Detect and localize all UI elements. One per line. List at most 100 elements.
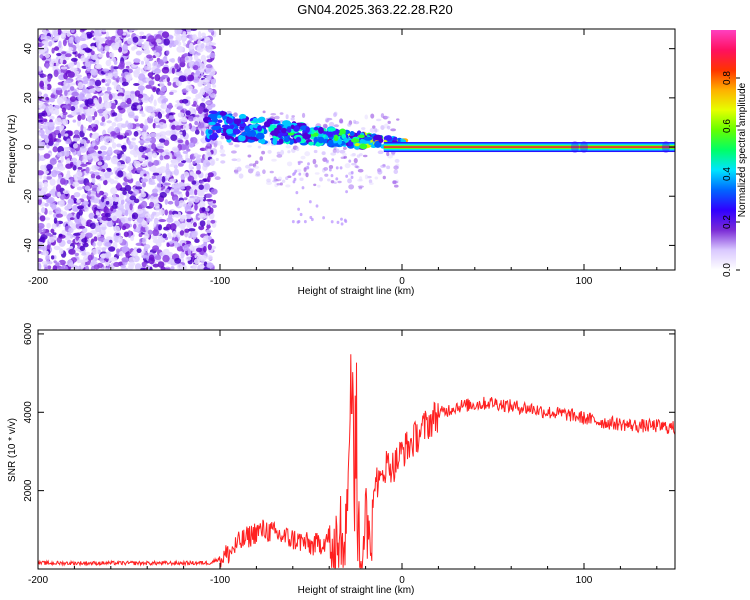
noise-cell <box>145 138 152 142</box>
noise-cell <box>93 111 98 118</box>
noise-cell <box>154 117 160 122</box>
scatter-cell <box>285 114 289 120</box>
scatter-cell <box>262 110 266 114</box>
scatter-cell <box>233 112 238 117</box>
signal-cell <box>271 120 280 124</box>
noise-cell <box>207 255 213 261</box>
noise-cell <box>46 261 53 265</box>
noise-cell <box>50 228 55 234</box>
noise-cell <box>87 199 91 208</box>
scatter-cell <box>313 183 317 187</box>
y-tick-label: 4000 <box>23 401 34 424</box>
stray-cell <box>322 216 326 220</box>
noise-cell <box>51 47 55 54</box>
noise-cell <box>92 242 96 247</box>
noise-cell <box>185 29 192 32</box>
noise-cell <box>53 30 58 37</box>
x-tick-label: -200 <box>28 575 48 586</box>
x-tick-label: -100 <box>210 276 230 287</box>
noise-cell <box>75 171 83 178</box>
noise-cell <box>182 129 187 137</box>
noise-cell <box>78 49 86 55</box>
noise-cell <box>105 36 112 40</box>
scatter-cell <box>386 165 391 170</box>
noise-cell <box>203 183 211 191</box>
scatter-cell <box>377 169 383 175</box>
noise-cell <box>161 67 170 74</box>
noise-cell <box>98 96 102 104</box>
noise-cell <box>152 172 160 176</box>
noise-cell <box>111 112 118 117</box>
noise-cell <box>108 93 113 101</box>
noise-cell <box>52 232 57 236</box>
noise-cell <box>57 174 63 179</box>
noise-cell <box>176 45 184 53</box>
noise-cell <box>106 219 114 228</box>
signal-cell <box>241 118 247 122</box>
noise-cell <box>188 115 195 122</box>
noise-cell <box>168 115 175 120</box>
noise-cell <box>127 37 134 45</box>
scatter-cell <box>382 163 386 167</box>
noise-cell <box>205 193 213 199</box>
noise-cell <box>53 46 60 51</box>
noise-cell <box>148 80 155 86</box>
noise-cell <box>185 96 192 100</box>
noise-cell <box>38 196 42 200</box>
noise-cell <box>188 49 195 55</box>
noise-cell <box>38 140 43 148</box>
scatter-cell <box>369 182 374 186</box>
noise-cell <box>93 236 98 242</box>
noise-cell <box>123 231 129 238</box>
noise-cell <box>70 177 74 185</box>
noise-cell <box>79 38 86 42</box>
noise-cell <box>64 133 69 137</box>
snr-y-label: SNR (10 * v/v) <box>7 418 18 482</box>
noise-cell <box>147 35 155 43</box>
noise-cell <box>49 137 54 144</box>
noise-cell <box>174 241 179 249</box>
noise-cell <box>121 153 127 161</box>
noise-cell <box>195 70 201 75</box>
noise-cell <box>93 215 98 219</box>
carrier-blip <box>580 141 588 154</box>
noise-cell <box>101 116 106 123</box>
noise-cell <box>117 95 124 100</box>
colorbar-tick-label: 0.4 <box>722 167 733 181</box>
noise-cell <box>72 119 77 123</box>
signal-cell <box>257 125 263 132</box>
noise-cell <box>159 131 167 136</box>
noise-cell <box>162 254 170 263</box>
noise-cell <box>156 63 161 68</box>
scatter-cell <box>343 155 348 159</box>
noise-cell <box>141 163 147 167</box>
noise-cell <box>76 61 81 69</box>
noise-cell <box>113 149 121 154</box>
noise-cell <box>133 160 141 168</box>
noise-cell <box>186 218 192 223</box>
noise-cell <box>111 214 118 222</box>
noise-cell <box>171 124 176 130</box>
noise-cell <box>141 237 147 245</box>
noise-cell <box>58 259 66 266</box>
noise-cell <box>141 154 147 159</box>
noise-cell <box>45 193 52 197</box>
noise-cell <box>141 113 146 117</box>
noise-cell <box>210 238 215 244</box>
scatter-cell <box>295 146 300 152</box>
scatter-cell <box>304 151 311 157</box>
scatter-cell <box>285 144 291 149</box>
noise-cell <box>212 84 217 88</box>
noise-cell <box>146 105 154 114</box>
scatter-cell <box>380 113 385 119</box>
noise-cell <box>151 175 156 180</box>
noise-cell <box>116 143 122 148</box>
noise-cell <box>172 78 179 83</box>
noise-cell <box>192 222 197 228</box>
noise-cell <box>70 57 78 62</box>
noise-cell <box>192 34 198 42</box>
noise-cell <box>127 168 132 172</box>
noise-cell <box>138 140 146 144</box>
noise-cell <box>139 31 145 36</box>
noise-cell <box>59 57 64 64</box>
